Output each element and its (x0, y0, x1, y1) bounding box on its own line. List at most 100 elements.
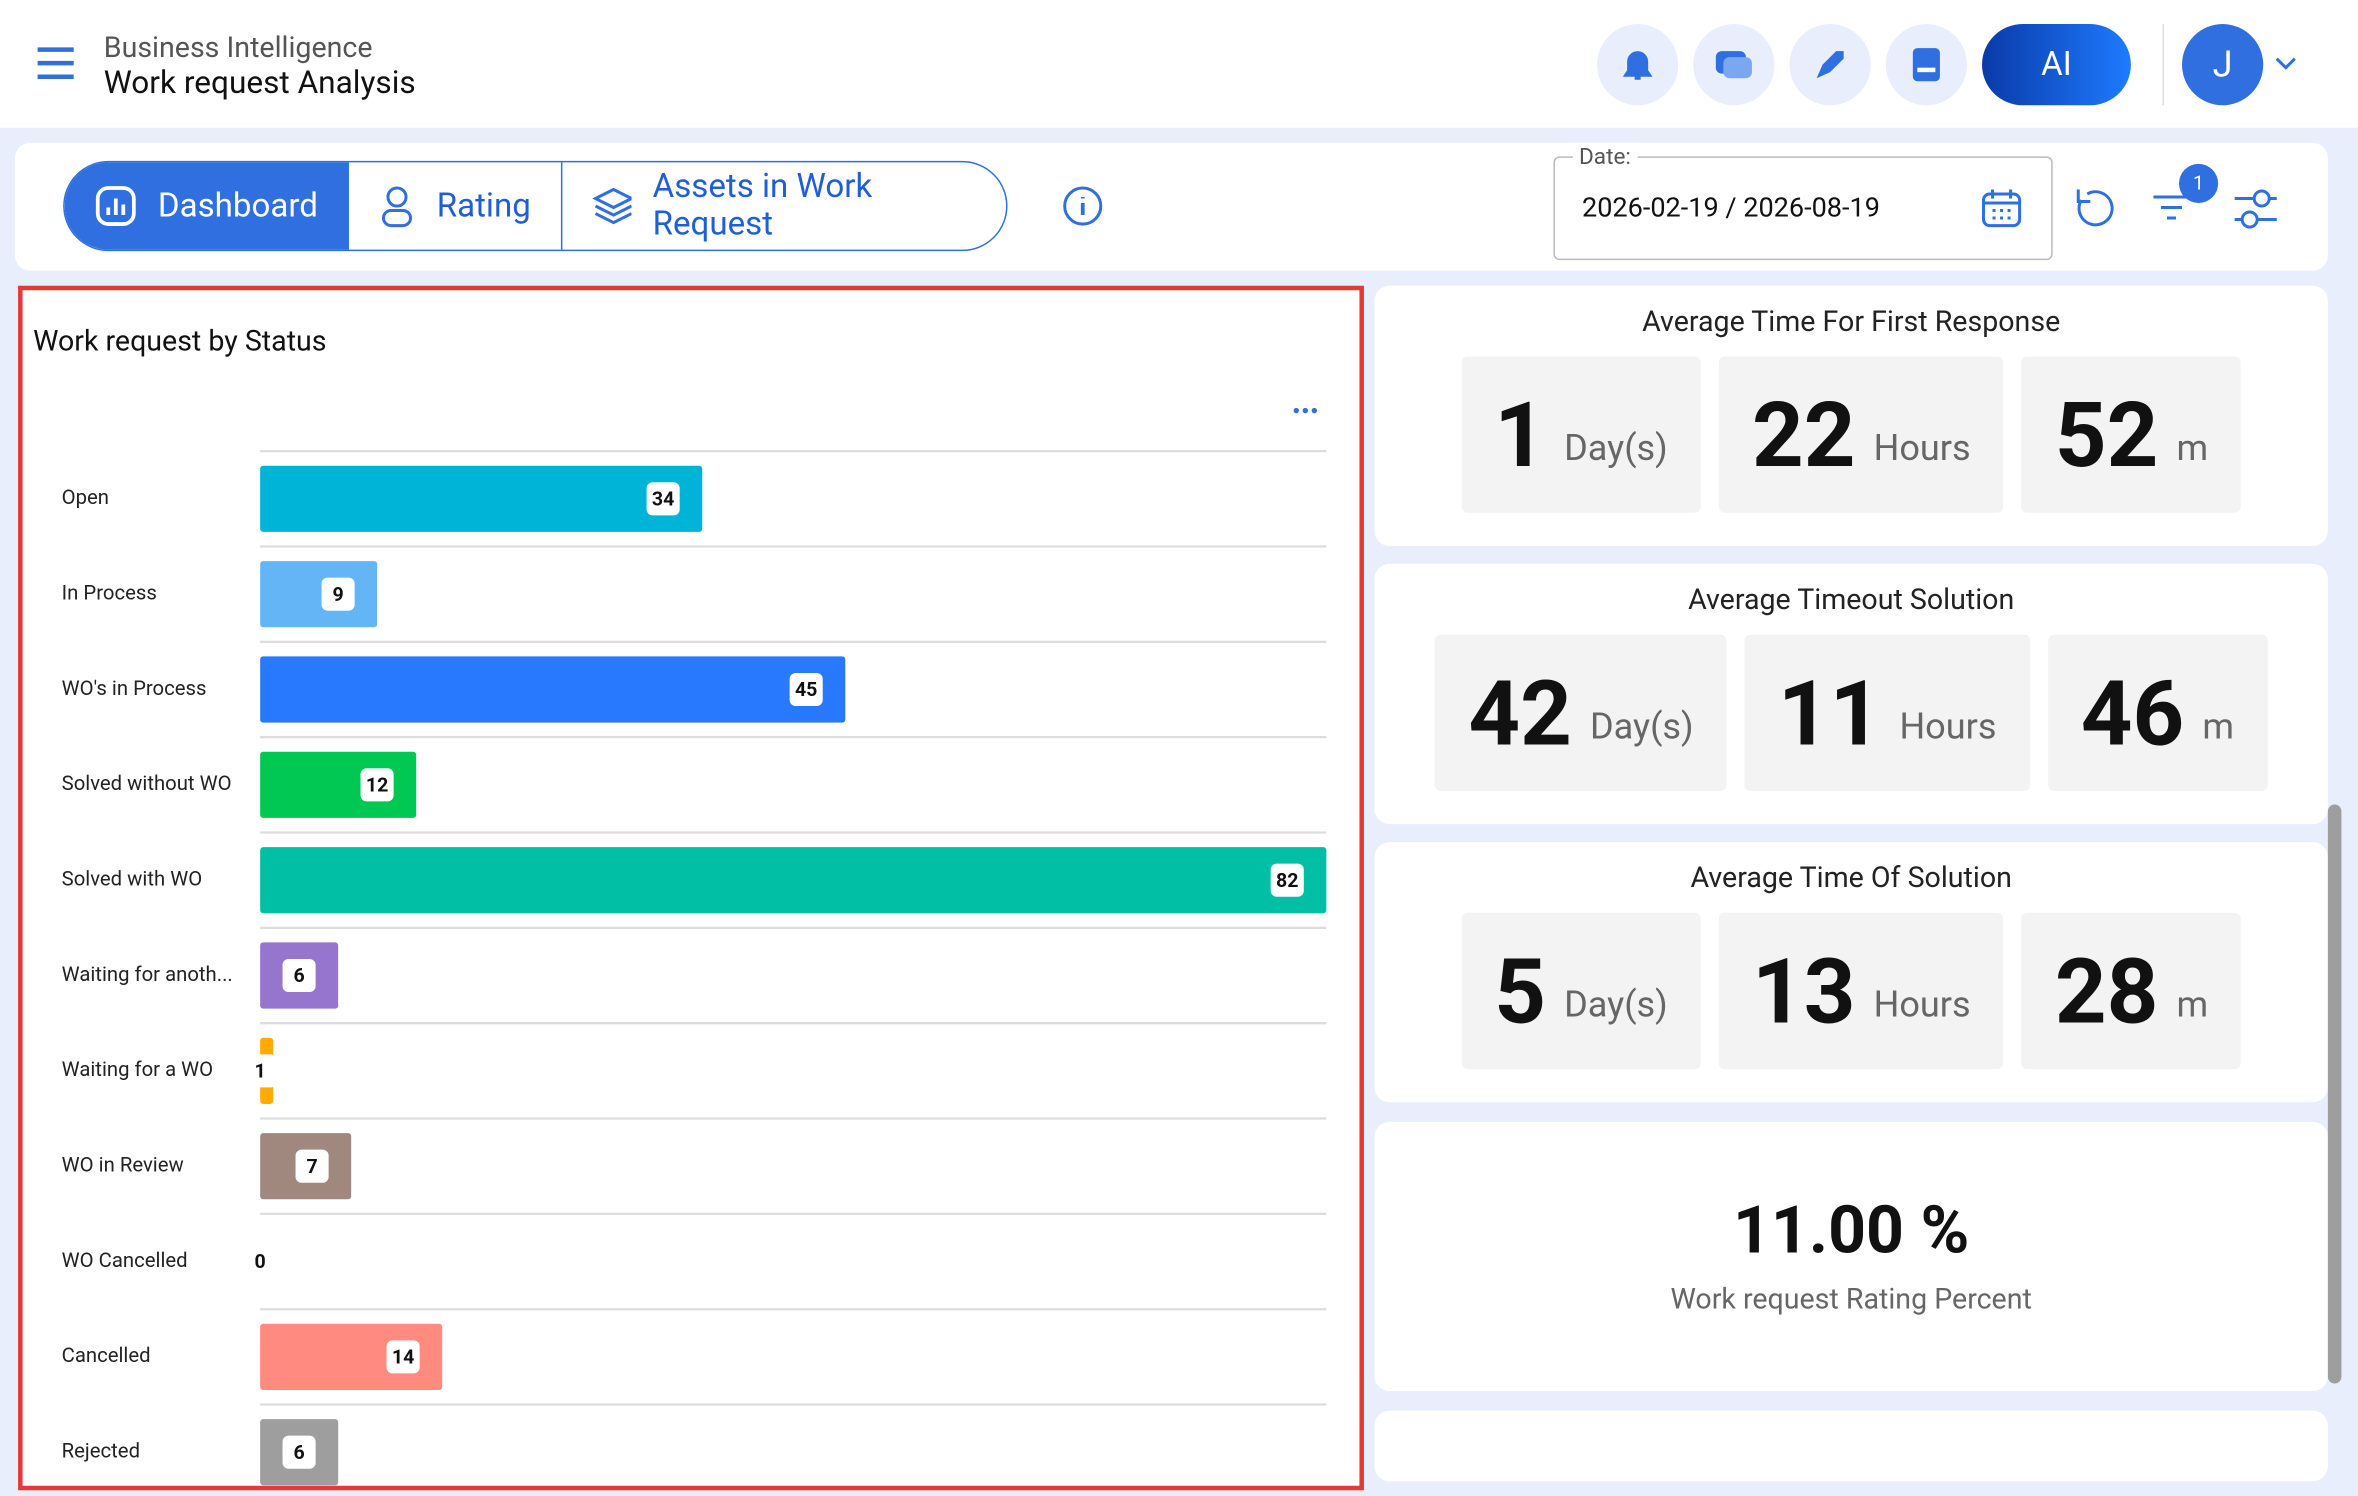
chart-menu[interactable] (1293, 407, 1318, 414)
value-label-bg (386, 1340, 420, 1374)
stat-box: 46 m (2047, 634, 2268, 791)
stat-boxes: 1 Day(s) 22 Hours 52 m (1374, 356, 2327, 513)
value-label-bg (243, 1054, 277, 1088)
date-label: Date: (1572, 142, 1637, 170)
tab[interactable]: Assets in Work Request (562, 162, 1006, 249)
tab[interactable]: Dashboard (64, 162, 350, 250)
category-label: Solved with WO (62, 867, 203, 891)
stat-title: Average Time For First Response (1642, 303, 2061, 339)
header: Business Intelligence Work request Analy… (0, 0, 2358, 128)
stat-number: 42 (1468, 659, 1572, 767)
stat-number: 1 (1494, 381, 1547, 488)
tab-label: Dashboard (157, 187, 318, 225)
scrollbar[interactable] (2327, 804, 2342, 1384)
page-title: Work request Analysis (103, 66, 416, 103)
notifications-button[interactable] (1597, 24, 1679, 106)
value-label: 6 (293, 1441, 304, 1464)
category-label: WO's in Process (62, 676, 207, 700)
tab[interactable]: Rating (349, 162, 563, 250)
tab-label: Rating (436, 187, 531, 225)
value-label-bg (321, 577, 355, 611)
category-label: Open (62, 485, 109, 509)
ai-button[interactable]: AI (1982, 24, 2131, 106)
value-label-bg (295, 1149, 329, 1183)
stat-box: 52 m (2021, 356, 2242, 513)
calendar-icon (1982, 189, 2022, 228)
avatar[interactable]: J (2182, 24, 2264, 106)
category-label: Rejected (62, 1439, 140, 1463)
divider (2162, 24, 2164, 106)
value-label-bg (282, 958, 316, 993)
value-label-bg (282, 1435, 316, 1469)
stat-unit: Day(s) (1564, 983, 1668, 1026)
tab-bar: Dashboard Rating Assets in Work Request (63, 160, 1008, 252)
bar (260, 1323, 443, 1390)
filter-badge: 1 (2179, 163, 2219, 204)
menu-button[interactable] (36, 45, 75, 81)
value-label: 14 (392, 1346, 414, 1369)
category-label: WO in Review (62, 1153, 184, 1177)
settings-button[interactable] (2232, 185, 2280, 233)
value-label: 0 (255, 1250, 266, 1273)
value-label-bg (360, 768, 394, 802)
app-name: Business Intelligence (103, 30, 373, 65)
rating-value: 11.00 % (1732, 1191, 1970, 1270)
stat-card: Average Time For First Response 1 Day(s) 22… (1374, 285, 2328, 546)
stat-box: 42 Day(s) (1435, 634, 1727, 791)
stat-title: Average Timeout Solution (1688, 581, 2015, 617)
chart-title: Work request by Status (33, 323, 326, 357)
date-value: 2026-02-19 / 2026-08-19 (1581, 192, 1880, 225)
launch-button[interactable] (1789, 24, 1871, 106)
bar (260, 656, 846, 723)
category-label: WO Cancelled (62, 1248, 188, 1272)
value-label: 45 (795, 678, 817, 701)
stat-unit: Day(s) (1589, 705, 1694, 748)
stat-number: 52 (2054, 381, 2159, 488)
stat-number: 11 (1777, 659, 1882, 767)
stat-unit: m (2176, 427, 2209, 470)
docs-button[interactable] (1885, 24, 1967, 106)
value-label: 12 (366, 773, 388, 796)
category-label: Cancelled (62, 1343, 151, 1367)
stat-title: Average Time Of Solution (1690, 860, 2012, 895)
account-menu[interactable] (2274, 54, 2298, 72)
info-button[interactable] (1062, 185, 1104, 227)
bar (260, 847, 1327, 914)
stat-unit: Day(s) (1564, 427, 1668, 470)
date-field[interactable]: Date: 2026-02-19 / 2026-08-19 (1553, 142, 2053, 261)
stat-box: 1 Day(s) (1461, 356, 1701, 513)
stat-box: 28 m (2021, 912, 2242, 1070)
chat-button[interactable] (1693, 24, 1775, 106)
bar (260, 465, 703, 532)
category-label: Solved without WO (62, 771, 232, 795)
value-label: 9 (332, 583, 343, 606)
value-label: 34 (652, 487, 674, 510)
chart-panel: Work request by Status Open 34 In Process 9… (18, 285, 1364, 1491)
stat-unit: Hours (1873, 427, 1971, 470)
stat-boxes: 42 Day(s) 11 Hours 46 m (1374, 634, 2327, 791)
stat-unit: Hours (1873, 983, 1971, 1026)
value-label: 82 (1276, 869, 1298, 892)
stat-number: 46 (2080, 659, 2185, 767)
refresh-button[interactable] (2072, 185, 2117, 230)
category-label: Waiting for a WO (62, 1057, 213, 1081)
stat-boxes: 5 Day(s) 13 Hours 28 m (1374, 912, 2327, 1070)
stat-number: 13 (1751, 937, 1856, 1045)
rating-card: 11.00 % Work request Rating Percent (1374, 1121, 2328, 1392)
bar (260, 561, 378, 628)
value-label-bg (789, 672, 823, 707)
stat-unit: m (2176, 983, 2209, 1026)
tab-label: Assets in Work Request (652, 168, 873, 244)
stat-box: 13 Hours (1718, 912, 2004, 1070)
stat-unit: Hours (1899, 705, 1997, 748)
value-label-bg (1270, 863, 1304, 897)
value-label: 1 (255, 1060, 266, 1083)
stat-number: 22 (1751, 381, 1856, 488)
category-label: Waiting for anoth... (62, 962, 233, 986)
value-label-bg (646, 482, 680, 516)
stat-card: Average Timeout Solution 42 Day(s) 11 Hours 4… (1374, 563, 2328, 825)
chart: Work request by Status Open 34 In Process 9… (33, 323, 1327, 1486)
stat-box: 5 Day(s) (1461, 912, 1701, 1070)
